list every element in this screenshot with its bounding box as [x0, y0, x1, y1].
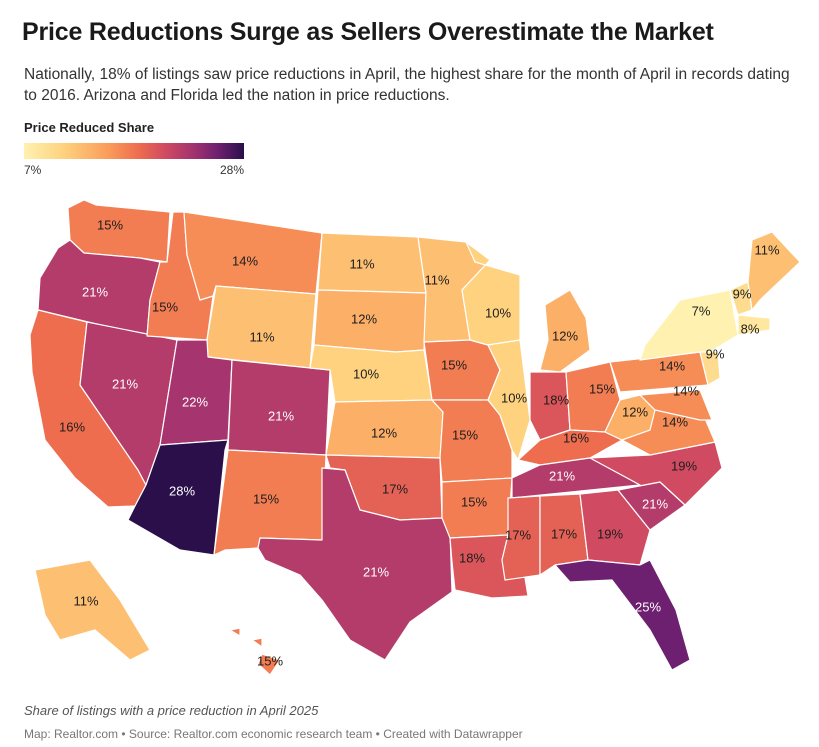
state-label-wa: 15%: [97, 217, 123, 232]
state-tx[interactable]: [257, 467, 453, 661]
state-label-oh: 15%: [589, 381, 615, 396]
state-label-in: 18%: [543, 392, 569, 407]
state-label-ar: 15%: [461, 494, 487, 509]
state-az[interactable]: [127, 439, 229, 556]
state-label-mt: 14%: [232, 253, 258, 268]
state-label-nh: 9%: [733, 286, 752, 301]
state-label-va: 14%: [662, 414, 688, 429]
state-label-tn: 21%: [549, 468, 575, 483]
state-label-nm: 15%: [253, 491, 279, 506]
state-label-pa: 14%: [659, 358, 685, 373]
state-ma[interactable]: [737, 314, 771, 336]
state-label-ak: 11%: [73, 593, 98, 608]
state-label-id: 15%: [152, 299, 178, 314]
state-label-az: 28%: [169, 483, 195, 498]
legend-title: Price Reduced Share: [24, 120, 155, 135]
state-label-mo: 15%: [452, 427, 478, 442]
us-choropleth-map: 15% 21% 16% 21% 15% 14% 11% 22% 28% 21% 15% 11% 12% 1…: [29, 199, 801, 676]
map-source: Map: Realtor.com • Source: Realtor.com e…: [24, 727, 523, 741]
legend-color-scale: [24, 143, 244, 159]
state-label-ny: 7%: [692, 303, 711, 318]
state-label-ok: 17%: [382, 481, 408, 496]
state-label-md: 14%: [673, 383, 699, 398]
state-label-la: 18%: [459, 550, 485, 565]
state-label-sc: 21%: [642, 496, 668, 511]
state-mi[interactable]: [539, 289, 591, 373]
state-me[interactable]: [747, 231, 801, 311]
state-label-ms: 17%: [505, 527, 531, 542]
state-label-wi: 10%: [485, 305, 511, 320]
chart-subtitle: Nationally, 18% of listings saw price re…: [24, 66, 790, 104]
legend-max-label: 28%: [220, 163, 245, 177]
state-label-nj: 9%: [706, 346, 725, 361]
state-il[interactable]: [487, 339, 531, 461]
state-label-ma: 8%: [741, 321, 760, 336]
state-label-hi: 15%: [257, 653, 283, 668]
states-layer: [29, 199, 801, 676]
state-label-tx: 21%: [363, 564, 389, 579]
state-label-co: 21%: [268, 408, 294, 423]
state-fl[interactable]: [554, 559, 691, 671]
state-ak[interactable]: [34, 559, 151, 661]
state-label-wv: 12%: [622, 404, 648, 419]
state-label-ut: 22%: [182, 394, 208, 409]
state-wy[interactable]: [206, 285, 317, 369]
state-label-il: 10%: [501, 390, 527, 405]
state-label-ca: 16%: [59, 419, 85, 434]
state-label-fl: 25%: [635, 599, 661, 614]
state-label-mn: 11%: [424, 272, 449, 287]
state-label-ky: 16%: [563, 430, 589, 445]
state-label-nd: 11%: [349, 256, 374, 271]
chart-title: Price Reductions Surge as Sellers Overes…: [22, 18, 714, 46]
state-label-al: 17%: [551, 526, 577, 541]
state-label-nv: 21%: [112, 376, 138, 391]
map-note: Share of listings with a price reduction…: [24, 703, 319, 718]
labels-layer: 15% 21% 16% 21% 15% 14% 11% 22% 28% 21% 15% 11% 12% 1…: [59, 217, 780, 668]
state-label-sd: 12%: [351, 311, 377, 326]
state-label-nc: 19%: [671, 458, 697, 473]
legend-min-label: 7%: [24, 163, 42, 177]
state-hi[interactable]: [229, 627, 281, 676]
state-label-or: 21%: [82, 284, 108, 299]
state-label-ks: 12%: [371, 425, 397, 440]
state-md[interactable]: [639, 389, 713, 421]
state-label-me: 11%: [754, 242, 779, 257]
state-label-wy: 11%: [249, 329, 274, 344]
state-ny[interactable]: [639, 289, 739, 361]
state-nj[interactable]: [699, 351, 721, 386]
state-label-ia: 15%: [441, 357, 467, 372]
state-label-ga: 19%: [597, 526, 623, 541]
state-label-ne: 10%: [353, 366, 379, 381]
state-label-mi: 12%: [552, 328, 578, 343]
